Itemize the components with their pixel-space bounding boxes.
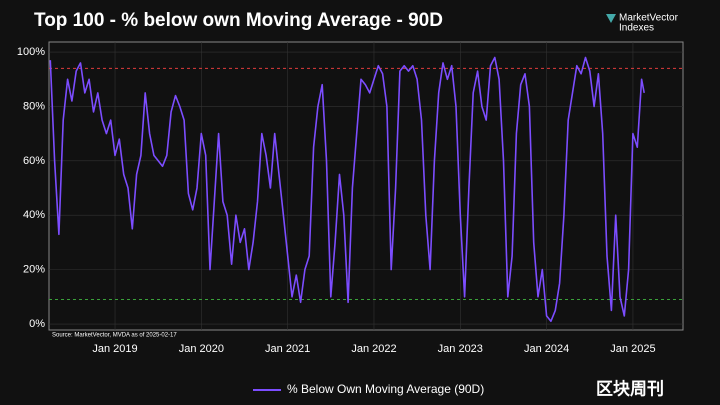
x-tick-label: Jan 2019 <box>92 343 137 355</box>
data-line <box>49 56 645 323</box>
y-tick-label: 20% <box>23 264 45 276</box>
chart-title: Top 100 - % below own Moving Average - 9… <box>34 10 443 31</box>
y-tick-label: 80% <box>23 100 45 112</box>
logo-icon <box>606 14 616 23</box>
x-tick-label: Jan 2024 <box>524 343 569 355</box>
x-tick-label: Jan 2023 <box>438 343 483 355</box>
y-tick-label: 40% <box>23 209 45 221</box>
y-tick-label: 60% <box>23 155 45 167</box>
x-tick-label: Jan 2020 <box>179 343 224 355</box>
source-note: Source: MarketVector, MVDA as of 2025-02… <box>52 333 177 339</box>
y-tick-label: 0% <box>29 318 45 330</box>
x-tick-label: Jan 2022 <box>351 343 396 355</box>
legend-label: % Below Own Moving Average (90D) <box>287 382 484 396</box>
x-tick-label: Jan 2025 <box>610 343 655 355</box>
logo-subtext: Indexes <box>619 23 654 34</box>
x-tick-label: Jan 2021 <box>265 343 310 355</box>
y-tick-label: 100% <box>17 46 45 58</box>
plot-area <box>48 41 684 331</box>
logo-text: MarketVector <box>619 13 679 24</box>
watermark: 区块周刊 <box>596 379 664 398</box>
